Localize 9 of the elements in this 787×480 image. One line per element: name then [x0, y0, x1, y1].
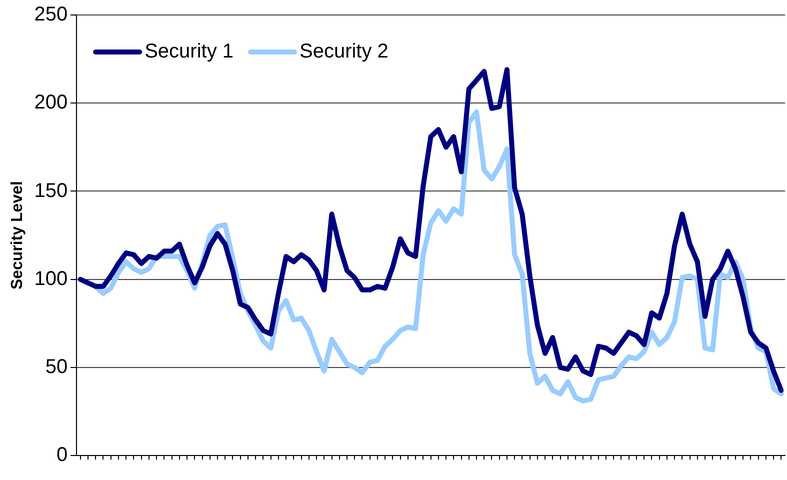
y-tick-label: 250	[34, 4, 68, 26]
y-tick-label: 50	[45, 356, 68, 378]
legend-label: Security 2	[299, 40, 388, 63]
y-tick-label: 200	[34, 92, 68, 114]
y-tick-label: 0	[56, 444, 68, 466]
y-axis-title: Security Level	[9, 181, 26, 290]
legend-label: Security 1	[144, 40, 234, 63]
y-tick-label: 100	[34, 268, 68, 290]
y-tick-label: 150	[34, 180, 68, 202]
